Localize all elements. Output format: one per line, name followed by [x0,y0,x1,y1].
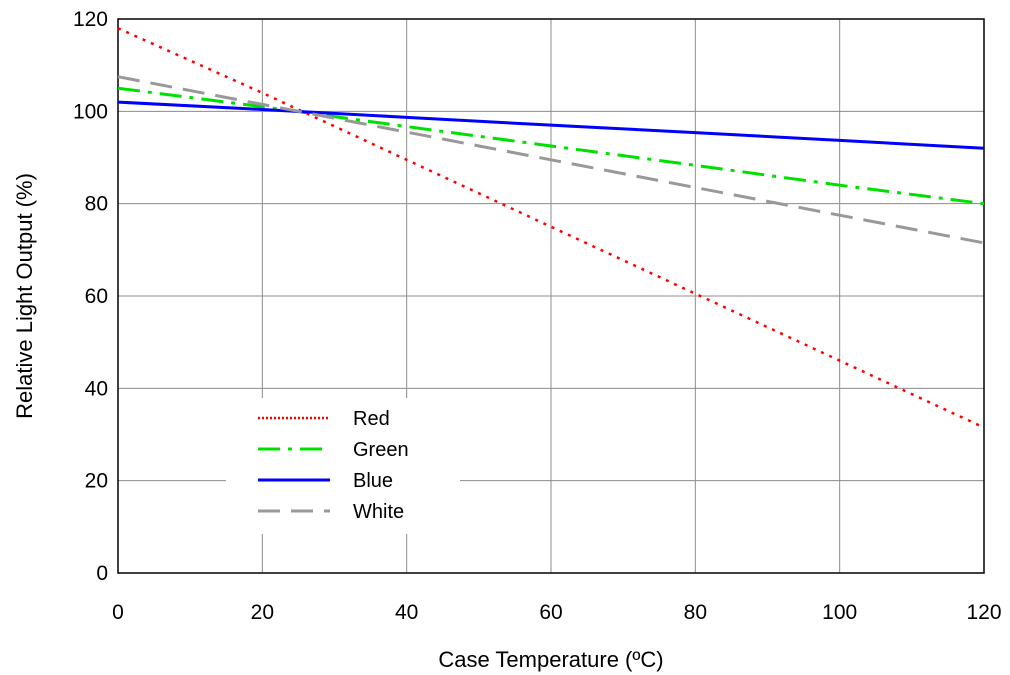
series-line-green [117,86,985,206]
x-tick-label: 0 [112,601,124,624]
y-tick-label: 100 [73,100,108,123]
x-tick-label: 80 [684,601,707,624]
y-axis-ticks: 0 20 40 60 80 100 120 [73,8,108,585]
y-axis-title: Relative Light Output (%) [12,173,37,419]
legend-label: Green [353,439,409,461]
x-tick-label: 40 [395,601,418,624]
x-tick-label: 100 [822,601,857,624]
legend: Red Green Blue White [226,398,460,534]
legend-label: Red [353,408,390,430]
legend-label: Blue [353,470,393,492]
x-axis-title: Case Temperature (ºC) [438,647,663,672]
y-tick-label: 60 [85,285,108,308]
legend-label: White [353,501,404,523]
y-tick-label: 40 [85,377,108,400]
y-tick-label: 20 [85,470,108,493]
series-line-white [117,75,985,245]
series-line-blue [117,100,985,150]
series-line-red [117,27,985,429]
y-tick-label: 0 [96,562,108,585]
x-tick-label: 120 [966,601,1001,624]
x-tick-label: 60 [539,601,562,624]
x-tick-label: 20 [251,601,274,624]
plot-frame [117,18,985,574]
y-tick-label: 120 [73,8,108,31]
series-layer [117,27,985,429]
x-axis-ticks: 0 20 40 60 80 100 120 [112,601,1001,624]
legend-background [226,398,460,534]
y-tick-label: 80 [85,193,108,216]
